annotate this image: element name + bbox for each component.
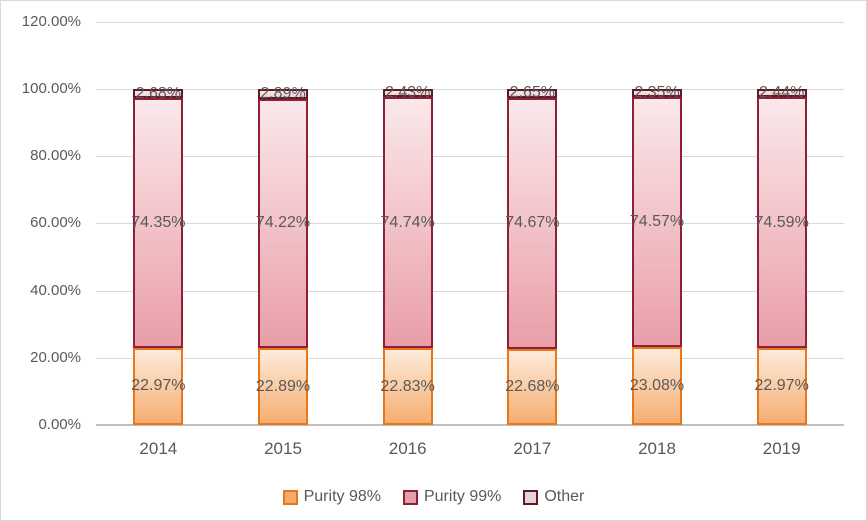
- legend-label: Purity 98%: [303, 488, 381, 505]
- gridline: [96, 156, 844, 158]
- bar-segment-purity-98-: [756, 347, 807, 425]
- x-axis-line: [96, 424, 844, 426]
- y-axis-tick-label: 20.00%: [30, 348, 81, 366]
- y-axis-tick-label: 60.00%: [30, 214, 81, 232]
- legend: Purity 98% Purity 99% Other: [1, 488, 866, 506]
- legend-swatch-icon: [282, 489, 298, 505]
- bar-segment-purity-98-: [133, 347, 184, 425]
- bar-segment-other: [507, 89, 558, 98]
- data-label: 2.68%: [135, 84, 182, 102]
- data-label: 2.43%: [384, 84, 431, 102]
- x-axis-category-label: 2019: [762, 439, 801, 458]
- data-label: 74.35%: [131, 213, 186, 231]
- bar-segment-purity-99-: [756, 97, 807, 348]
- gridline: [96, 357, 844, 359]
- gridline: [96, 89, 844, 90]
- bar-segment-other: [133, 89, 184, 98]
- y-axis-tick-label: 0.00%: [38, 416, 81, 433]
- bar-segment-other: [258, 89, 308, 99]
- data-label: 74.67%: [505, 214, 560, 232]
- bar-segment-purity-99-: [507, 97, 558, 349]
- data-label: 22.97%: [754, 377, 809, 395]
- legend-item-other: Other: [523, 488, 584, 506]
- bar-segment-other: [756, 89, 807, 98]
- bar-segment-purity-98-: [507, 348, 558, 425]
- bar-segment-purity-99-: [133, 98, 184, 348]
- data-label: 22.89%: [255, 377, 311, 395]
- bar-segment-purity-99-: [382, 97, 433, 349]
- gridline: [96, 223, 844, 225]
- y-axis-tick-label: 40.00%: [30, 281, 81, 299]
- data-label: 74.22%: [255, 214, 311, 232]
- data-label: 2.44%: [758, 84, 805, 102]
- bar-segment-purity-98-: [258, 348, 308, 425]
- x-axis-category-label: 2016: [388, 439, 427, 458]
- legend-label: Other: [544, 488, 585, 505]
- x-axis-category-label: 2018: [638, 439, 676, 458]
- data-label: 74.57%: [629, 213, 685, 231]
- y-axis-tick-label: 120.00%: [21, 12, 81, 30]
- data-label: 2.89%: [260, 84, 306, 102]
- y-axis-tick-label: 80.00%: [30, 147, 81, 165]
- bar-segment-purity-99-: [632, 96, 682, 348]
- y-axis-tick-label: 100.00%: [21, 80, 81, 97]
- data-label: 22.97%: [131, 377, 186, 395]
- data-label: 22.68%: [505, 377, 560, 395]
- bar-segment-purity-98-: [382, 348, 433, 425]
- bar-segment-purity-99-: [258, 98, 308, 349]
- data-label: 2.35%: [634, 83, 680, 101]
- bar-segment-other: [632, 89, 682, 97]
- data-label: 23.08%: [629, 377, 685, 395]
- legend-item-purity-99-: Purity 99%: [402, 488, 502, 506]
- bar-segment-other: [382, 89, 433, 98]
- x-axis-category-label: 2017: [513, 439, 552, 458]
- legend-swatch-icon: [523, 489, 539, 505]
- data-label: 74.59%: [754, 213, 809, 231]
- gridline: [96, 21, 844, 23]
- data-label: 74.74%: [380, 213, 435, 231]
- x-axis-category-label: 2014: [139, 439, 178, 458]
- data-label: 2.65%: [509, 84, 556, 102]
- x-axis-category-label: 2015: [264, 439, 302, 458]
- bar-segment-purity-98-: [632, 347, 682, 425]
- data-label: 22.83%: [380, 377, 435, 395]
- legend-label: Purity 99%: [423, 488, 502, 505]
- legend-item-purity-98-: Purity 98%: [282, 488, 381, 506]
- legend-swatch-icon: [402, 489, 418, 505]
- gridline: [96, 290, 844, 292]
